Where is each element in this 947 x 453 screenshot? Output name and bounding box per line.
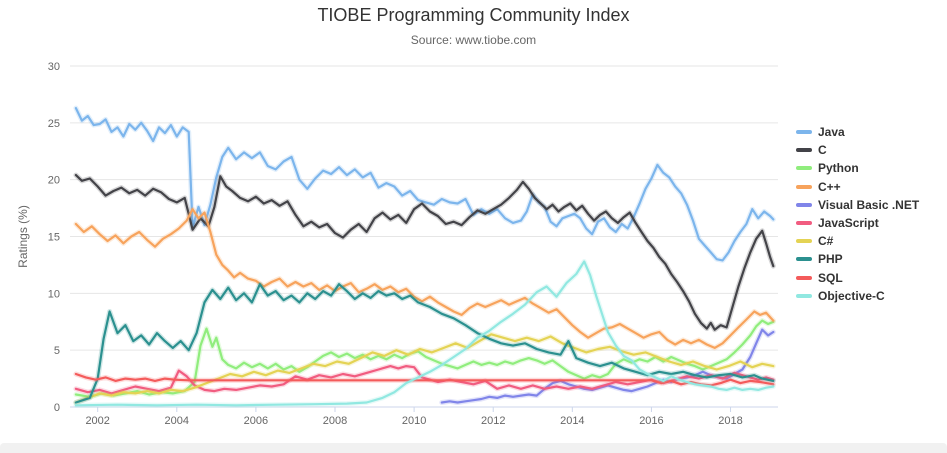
y-tick-label: 25 (48, 118, 60, 130)
page-background-strip (0, 443, 947, 453)
y-tick-label: 0 (54, 402, 60, 414)
legend-item-python[interactable]: Python (796, 159, 919, 177)
legend-swatch-javascript (796, 221, 812, 226)
x-tick-label: 2014 (560, 415, 584, 427)
legend-label: JavaScript (818, 216, 879, 231)
legend-swatch-csharp (796, 239, 812, 244)
legend-item-java[interactable]: Java (796, 123, 919, 141)
x-tick-label: 2002 (85, 415, 109, 427)
series-line-java[interactable] (74, 106, 775, 262)
legend-item-sql[interactable]: SQL (796, 269, 919, 287)
y-tick-label: 10 (48, 288, 60, 300)
legend-swatch-sql (796, 275, 812, 280)
legend-item-objective-c[interactable]: Objective-C (796, 287, 919, 305)
x-tick-label: 2012 (481, 415, 505, 427)
x-tick-label: 2006 (244, 415, 268, 427)
legend-swatch-cpp (796, 184, 812, 189)
legend-swatch-objective-c (796, 293, 812, 298)
legend-item-csharp[interactable]: C# (796, 232, 919, 250)
legend-label: C (818, 143, 827, 158)
legend-label: Visual Basic .NET (818, 197, 920, 212)
legend-label: Python (818, 161, 859, 176)
legend-label: C++ (818, 179, 841, 194)
legend-label: SQL (818, 270, 843, 285)
x-tick-label: 2010 (402, 415, 426, 427)
y-tick-label: 5 (54, 345, 60, 357)
chart-title: TIOBE Programming Community Index (317, 5, 630, 25)
series-line-csharp[interactable] (74, 333, 775, 404)
x-tick-label: 2004 (165, 415, 189, 427)
legend: Java C Python C++ Visual Basic .NET JavaScrip… (796, 123, 919, 305)
legend-swatch-php (796, 257, 812, 262)
legend-item-cpp[interactable]: C++ (796, 178, 919, 196)
chart-subtitle: Source: www.tiobe.com (410, 33, 537, 47)
legend-item-c[interactable]: C (796, 141, 919, 159)
legend-item-visual-basic-net[interactable]: Visual Basic .NET (796, 196, 919, 214)
series-line-cpp[interactable] (74, 208, 775, 349)
series-line-php[interactable] (74, 283, 775, 404)
legend-swatch-c (796, 148, 812, 153)
x-tick-label: 2016 (639, 415, 663, 427)
y-tick-label: 30 (48, 61, 60, 73)
series-line-objective-c[interactable] (74, 260, 775, 407)
legend-label: Objective-C (818, 288, 885, 303)
y-tick-label: 15 (48, 232, 60, 244)
y-tick-label: 20 (48, 175, 60, 187)
legend-swatch-python (796, 166, 812, 171)
legend-item-php[interactable]: PHP (796, 250, 919, 268)
series-line-sql[interactable] (74, 372, 775, 387)
legend-label: Java (818, 125, 845, 140)
x-tick-label: 2018 (718, 415, 742, 427)
x-tick-label: 2008 (323, 415, 347, 427)
y-axis-title: Ratings (%) (16, 205, 30, 268)
legend-item-javascript[interactable]: JavaScript (796, 214, 919, 232)
legend-swatch-java (796, 130, 812, 135)
legend-swatch-visual-basic-net (796, 202, 812, 207)
series-halo-cpp (73, 206, 776, 351)
legend-label: C# (818, 234, 834, 249)
legend-label: PHP (818, 252, 843, 267)
